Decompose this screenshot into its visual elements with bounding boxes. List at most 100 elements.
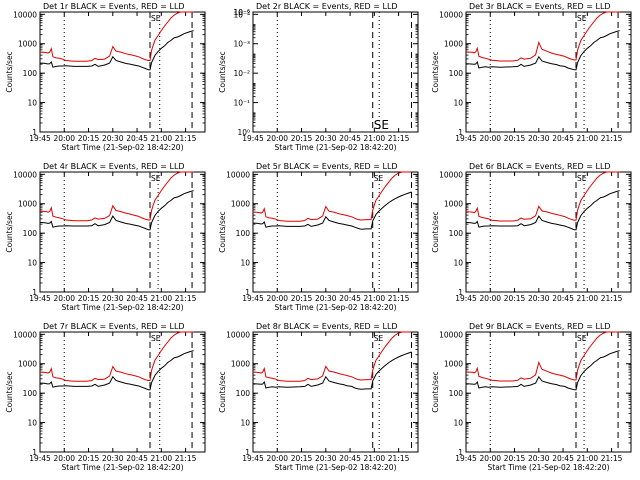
se-annotation: SE <box>577 174 587 183</box>
x-tick-label: 20:45 <box>126 134 148 143</box>
x-tick-label: 21:00 <box>577 294 599 303</box>
plot-frame <box>252 331 419 453</box>
y-tick-label: 1000 <box>231 360 250 369</box>
x-tick-label: 21:00 <box>151 294 173 303</box>
panel-title: Det 9r BLACK = Events, RED = LLD <box>469 322 611 331</box>
x-tick-label: 21:15 <box>388 294 410 303</box>
x-tick-label: 21:00 <box>151 134 173 143</box>
y-tick-label: 10000 <box>439 10 463 19</box>
x-tick-label: 20:15 <box>291 294 313 303</box>
x-tick-label: 21:00 <box>151 454 173 463</box>
x-axis-label: Start Time (21-Sep-02 18:42:20) <box>275 143 397 152</box>
y-tick-label: 100 <box>23 389 38 398</box>
events-series-line <box>40 30 194 71</box>
x-tick-label: 20:15 <box>504 294 526 303</box>
x-tick-label: 20:15 <box>504 454 526 463</box>
panel-title: Det 2r BLACK = Events, RED = LLD <box>256 2 398 11</box>
x-tick-label: 20:45 <box>126 454 148 463</box>
plot-frame <box>39 11 206 133</box>
y-tick-label: 10⁻⁶ <box>233 8 250 17</box>
detector-panel-7: Det 7r BLACK = Events, RED = LLD Counts/s… <box>5 322 206 472</box>
detector-panel-6: Det 6r BLACK = Events, RED = LLD Counts/s… <box>431 162 632 303</box>
y-tick-label: 10⁻⁴ <box>233 10 250 19</box>
y-tick-label: 10 <box>27 99 37 108</box>
y-tick-label: 10000 <box>439 170 463 179</box>
x-tick-label: 20:00 <box>479 454 501 463</box>
y-tick-label: 10⁰ <box>237 128 250 137</box>
x-axis-label: Start Time (21-Sep-02 18:42:20) <box>275 463 397 472</box>
y-tick-label: 100 <box>236 229 251 238</box>
lld-series-line <box>252 171 412 222</box>
x-axis-label: Start Time (21-Sep-02 18:42:20) <box>62 303 184 312</box>
plot-frame <box>252 171 419 293</box>
events-series-line <box>466 190 620 231</box>
y-tick-label: 10⁻² <box>233 69 250 78</box>
x-tick-label: 20:30 <box>528 294 550 303</box>
x-tick-label: 20:45 <box>339 134 361 143</box>
se-annotation: SE <box>374 174 384 183</box>
x-tick-label: 20:30 <box>315 454 337 463</box>
se-annotation: SE <box>577 334 587 343</box>
x-tick-label: 20:30 <box>102 454 124 463</box>
x-tick-label: 20:30 <box>528 454 550 463</box>
y-tick-label: 1000 <box>18 360 37 369</box>
y-tick-label: 10⁻¹ <box>233 99 250 108</box>
detector-panel-8: Det 8r BLACK = Events, RED = LLD Counts/s… <box>218 322 419 472</box>
x-tick-label: 20:15 <box>78 294 100 303</box>
x-tick-label: 20:30 <box>315 134 337 143</box>
x-tick-label: 20:00 <box>479 134 501 143</box>
x-tick-label: 20:30 <box>102 294 124 303</box>
plot-frame <box>252 11 419 133</box>
x-tick-label: 20:00 <box>266 134 288 143</box>
detector-panel-1: Det 1r BLACK = Events, RED = LLD Counts/s… <box>5 2 206 152</box>
x-tick-label: 20:15 <box>291 134 313 143</box>
x-tick-label: 20:15 <box>291 454 313 463</box>
x-tick-label: 20:00 <box>266 294 288 303</box>
y-tick-label: 10⁻⁵ <box>233 8 250 17</box>
x-tick-label: 20:45 <box>126 294 148 303</box>
y-axis-label: Counts/sec <box>431 211 440 252</box>
detector-panel-2: Det 2r BLACK = Events, RED = LLD Counts/s… <box>218 2 419 152</box>
x-tick-label: 19:45 <box>242 134 264 143</box>
panel-title: Det 5r BLACK = Events, RED = LLD <box>256 162 398 171</box>
se-annotation: SE <box>577 14 587 23</box>
y-tick-label: 1 <box>245 288 250 297</box>
detector-panel-9: Det 9r BLACK = Events, RED = LLD Counts/s… <box>431 322 632 472</box>
y-axis-label: Counts/sec <box>5 51 14 92</box>
y-tick-label: 1 <box>458 288 463 297</box>
events-series-line <box>40 350 194 391</box>
detector-panel-3: Det 3r BLACK = Events, RED = LLD Counts/s… <box>431 2 632 143</box>
y-tick-label: 1000 <box>231 200 250 209</box>
panel-title: Det 3r BLACK = Events, RED = LLD <box>469 2 611 11</box>
y-tick-label: 10000 <box>226 170 250 179</box>
x-tick-label: 20:45 <box>339 294 361 303</box>
lld-series-line <box>465 11 620 62</box>
plot-frame <box>465 331 632 453</box>
y-tick-label: 1000 <box>444 200 463 209</box>
x-tick-label: 21:00 <box>577 454 599 463</box>
x-axis-label: Start Time (21-Sep-02 18:42:20) <box>488 463 610 472</box>
panel-title: Det 7r BLACK = Events, RED = LLD <box>43 322 185 331</box>
x-tick-label: 21:15 <box>388 454 410 463</box>
y-tick-label: 100 <box>449 69 464 78</box>
y-axis-label: Counts/sec <box>218 211 227 252</box>
y-tick-label: 100 <box>23 229 38 238</box>
y-tick-label: 1 <box>32 128 37 137</box>
y-tick-label: 10000 <box>439 330 463 339</box>
y-tick-label: 10 <box>453 419 463 428</box>
y-tick-label: 10⁻³ <box>233 40 250 49</box>
y-tick-label: 100 <box>449 389 464 398</box>
panel-title: Det 1r BLACK = Events, RED = LLD <box>43 2 185 11</box>
events-series-line <box>253 351 412 390</box>
x-tick-label: 21:00 <box>364 294 386 303</box>
y-axis-label: Counts/sec <box>218 371 227 412</box>
lld-series-line <box>39 331 194 382</box>
x-tick-label: 21:15 <box>601 134 623 143</box>
plot-frame <box>39 171 206 293</box>
y-tick-label: 10 <box>27 419 37 428</box>
x-tick-label: 21:15 <box>601 454 623 463</box>
x-tick-label: 20:00 <box>53 294 75 303</box>
y-tick-label: 100 <box>236 389 251 398</box>
x-tick-label: 21:15 <box>601 294 623 303</box>
